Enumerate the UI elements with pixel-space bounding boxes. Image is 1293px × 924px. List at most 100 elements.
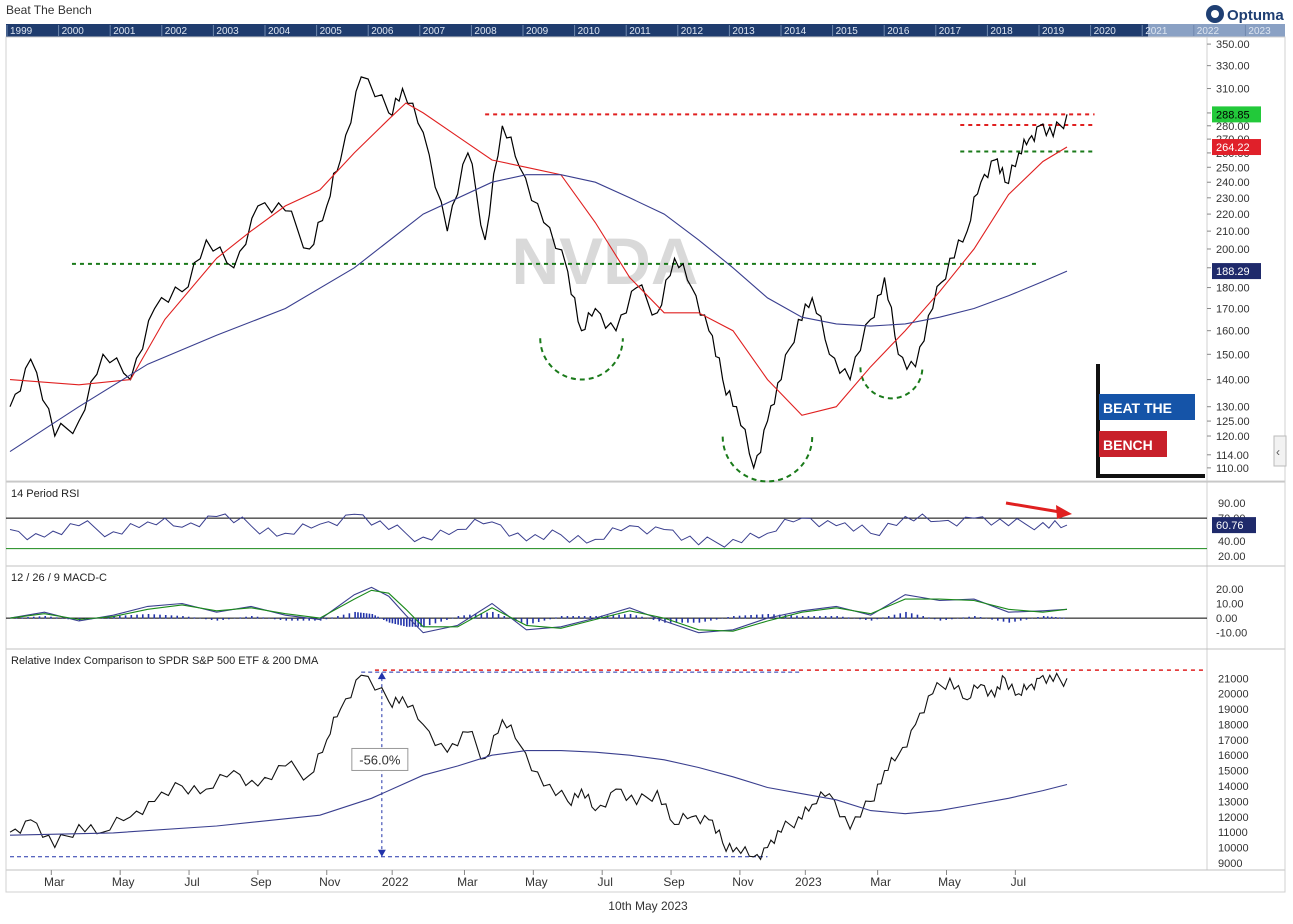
macd-histogram-bar	[853, 618, 856, 619]
timeline-navigator[interactable]: 1999 2000 2001 2002 2003 2004 2005 2006 2007 2008…	[6, 24, 1285, 37]
macd-histogram-bar	[733, 616, 735, 619]
macd-histogram-bar	[170, 615, 173, 619]
macd-histogram-bar	[55, 617, 58, 619]
price-y-tick-label: 120.00	[1216, 431, 1250, 443]
macd-histogram-bar	[727, 617, 729, 619]
macd-histogram-bar	[228, 618, 230, 620]
macd-histogram-bar	[182, 616, 184, 619]
timeline-selection[interactable]	[1148, 24, 1285, 37]
macd-histogram-bar	[916, 614, 919, 619]
timeline-year-label: 2008	[474, 26, 497, 37]
macd-histogram-bar	[687, 618, 689, 623]
macd-histogram-bar	[819, 616, 821, 619]
price-y-tick-label: 280.00	[1216, 121, 1250, 133]
last-value-tag	[1212, 263, 1261, 280]
macd-histogram-bar	[268, 618, 270, 619]
macd-histogram-bar	[245, 616, 247, 619]
macd-histogram-bar	[744, 615, 747, 619]
macd-histogram-bar	[1019, 618, 1022, 621]
macd-histogram-bar	[1058, 617, 1061, 619]
macd-histogram-bar	[61, 618, 64, 619]
panel-collapse-handle[interactable]: ‹	[1273, 435, 1287, 467]
macd-histogram-bar	[847, 617, 850, 619]
macd-histogram-bar	[1008, 618, 1011, 623]
x-axis-tick-label: Nov	[319, 875, 340, 889]
last-value-tag-label: 264.22	[1216, 142, 1250, 154]
relative-title: Relative Index Comparison to SPDR S&P 50…	[11, 655, 319, 667]
macd-histogram-bar	[882, 617, 884, 619]
relative-y-tick-label: 13000	[1218, 796, 1249, 808]
macd-histogram-bar	[813, 616, 815, 619]
last-value-tag-label: 188.29	[1216, 266, 1250, 278]
macd-histogram-bar	[526, 618, 529, 625]
x-axis-tick-label: Jul	[598, 875, 613, 889]
price-y-tick-label: 150.00	[1216, 349, 1250, 361]
timeline-year-label: 2004	[268, 26, 291, 37]
macd-histogram-bar	[371, 613, 374, 619]
macd-histogram-bar	[721, 618, 724, 619]
timeline-year-label: 2009	[526, 26, 549, 37]
macd-histogram-bar	[778, 614, 781, 619]
macd-histogram-bar	[589, 616, 592, 619]
macd-histogram-bar	[532, 618, 534, 624]
macd-histogram-bar	[113, 616, 115, 619]
macd-histogram-bar	[233, 618, 236, 619]
logo-text: Optuma	[1227, 7, 1284, 24]
macd-histogram-bar	[176, 615, 179, 619]
macd-histogram-bar	[119, 615, 121, 619]
macd-histogram-bar	[807, 616, 810, 619]
macd-histogram-bar	[354, 611, 356, 619]
x-axis-tick-label: Nov	[732, 875, 753, 889]
macd-histogram-bar	[945, 618, 947, 620]
badge-line-1: BEAT THE	[1103, 400, 1172, 416]
macd-histogram-bar	[107, 616, 110, 619]
x-axis-tick-label: May	[525, 875, 548, 889]
macd-histogram-bar	[457, 616, 460, 619]
drawdown-label: -56.0%	[359, 752, 401, 767]
macd-histogram-bar	[566, 616, 569, 619]
macd-histogram-bar	[216, 618, 219, 621]
timeline-year-label: 1999	[10, 26, 33, 37]
macd-histogram-bar	[446, 618, 448, 620]
last-value-tag-label: 288.85	[1216, 109, 1250, 121]
macd-histogram-bar	[480, 613, 483, 619]
timeline-year-label: 2013	[732, 26, 755, 37]
macd-histogram-bar	[715, 618, 718, 620]
macd-histogram-bar	[210, 618, 213, 620]
timeline-year-label: 2005	[320, 26, 343, 37]
macd-y-tick-label: 10.00	[1216, 598, 1244, 610]
macd-histogram-bar	[38, 616, 41, 619]
rsi-y-tick-label: 40.00	[1218, 536, 1246, 548]
macd-histogram-bar	[428, 618, 431, 626]
timeline-year-label: 2023	[1248, 26, 1271, 37]
timeline-year-label: 2016	[887, 26, 910, 37]
price-y-tick-label: 220.00	[1216, 209, 1250, 221]
macd-histogram-bar	[492, 611, 494, 619]
x-axis-tick-label: May	[112, 875, 135, 889]
timeline-year-label: 2022	[1197, 26, 1220, 37]
macd-histogram-bar	[962, 617, 965, 619]
rsi-y-tick-label: 90.00	[1218, 498, 1246, 510]
macd-histogram-bar	[801, 616, 804, 619]
chevron-left-icon[interactable]: ‹	[1276, 445, 1280, 459]
macd-histogram-bar	[130, 615, 133, 619]
macd-signal-line	[9, 589, 1068, 632]
relative-y-tick-label: 10000	[1218, 843, 1249, 855]
timeline-year-label: 2014	[784, 26, 807, 37]
macd-histogram-bar	[520, 618, 523, 623]
macd-histogram-bar	[836, 616, 838, 619]
macd-histogram-bar	[199, 618, 201, 619]
macd-histogram-bar	[899, 613, 902, 619]
macd-histogram-bar	[296, 618, 299, 621]
macd-histogram-bar	[368, 613, 371, 619]
price-y-tick-label: 250.00	[1216, 162, 1250, 174]
macd-histogram-bar	[291, 618, 293, 621]
macd-histogram-bar	[601, 615, 603, 619]
timeline-year-label: 2007	[423, 26, 446, 37]
macd-histogram-bar	[974, 616, 976, 619]
timeline-year-label: 2011	[629, 26, 651, 37]
macd-histogram-bar	[342, 614, 345, 619]
timeline-year-label: 2001	[113, 26, 136, 37]
macd-histogram-bar	[560, 616, 563, 619]
price-y-tick-label: 230.00	[1216, 193, 1250, 205]
